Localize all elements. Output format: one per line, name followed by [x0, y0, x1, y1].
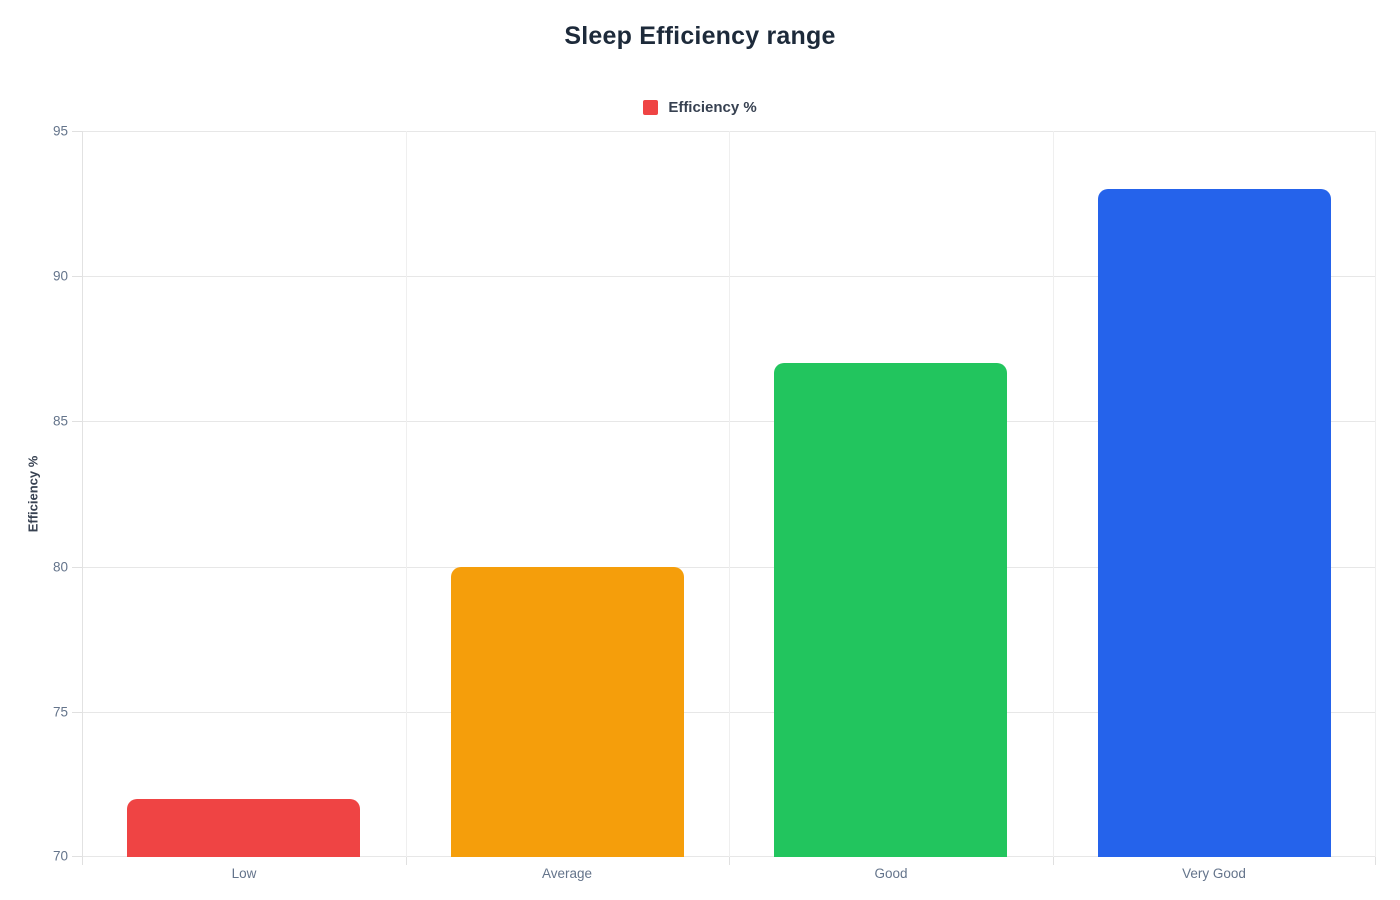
chart-title: Sleep Efficiency range [564, 22, 836, 50]
x-tick-mark-3 [1053, 857, 1054, 865]
x-tick-mark-1 [406, 857, 407, 865]
y-tick-mark-70 [72, 856, 82, 857]
legend-item-efficiency[interactable]: Efficiency % [643, 99, 757, 116]
y-tick-mark-85 [72, 421, 82, 422]
bar-average[interactable] [451, 567, 684, 857]
x-tick-mark-0 [82, 857, 83, 865]
y-tick-label-90: 90 [52, 268, 68, 284]
y-tick-label-95: 95 [52, 123, 68, 139]
bar-good[interactable] [774, 363, 1007, 857]
gridline-x-4 [1375, 131, 1376, 857]
x-tick-mark-2 [729, 857, 730, 865]
y-tick-mark-95 [72, 131, 82, 132]
x-tick-label-very-good: Very Good [1182, 866, 1246, 881]
x-axis-labels: Low Average Good Very Good [82, 866, 1376, 890]
y-tick-label-75: 75 [52, 704, 68, 720]
x-tick-label-average: Average [541, 866, 593, 881]
y-tick-mark-80 [72, 567, 82, 568]
legend-label: Efficiency % [668, 99, 757, 116]
x-tick-label-low: Low [231, 866, 257, 881]
legend-swatch-icon [643, 100, 659, 115]
y-axis-line [82, 131, 83, 857]
gridline-x-3 [1053, 131, 1054, 857]
bar-low[interactable] [127, 799, 360, 857]
gridline-x-2 [729, 131, 730, 857]
y-axis-labels: 70 75 80 85 90 95 [0, 124, 68, 864]
x-tick-label-good: Good [874, 866, 908, 881]
gridline-x-1 [406, 131, 407, 857]
y-tick-label-85: 85 [52, 413, 68, 429]
y-tick-mark-90 [72, 276, 82, 277]
bar-very-good[interactable] [1098, 189, 1331, 857]
y-tick-label-80: 80 [52, 559, 68, 575]
legend: Efficiency % [0, 99, 1400, 116]
y-tick-mark-75 [72, 712, 82, 713]
x-tick-mark-4 [1375, 857, 1376, 865]
y-tick-label-70: 70 [52, 848, 68, 864]
plot-area [72, 131, 1376, 865]
